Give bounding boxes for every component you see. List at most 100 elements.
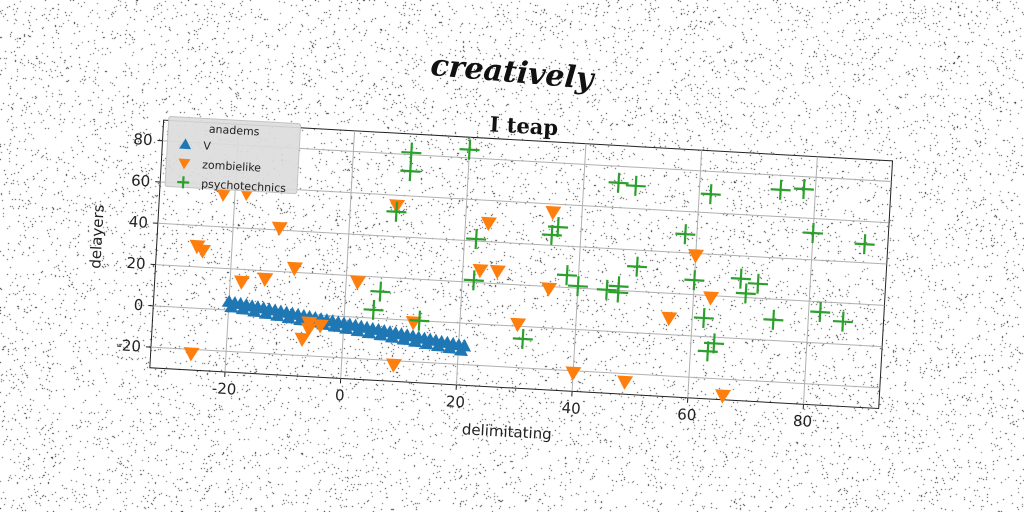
data-point-zombielike [271,221,288,237]
plus-v-stroke [706,341,710,362]
data-point-V [419,336,434,350]
figure-header-text: creatively [429,48,597,97]
data-point-psychotechnics [459,139,480,160]
data-point-zombielike [300,322,317,338]
x-tick-label: 80 [792,412,812,431]
data-point-V [293,313,308,326]
data-point-V [247,304,262,318]
data-point-psychotechnics [608,282,629,303]
y-grid-line [157,222,887,265]
data-point-psychotechnics [466,228,487,250]
data-point-zombielike [480,216,497,232]
data-point-psychotechnics [810,302,831,323]
plus-v-stroke [605,279,609,300]
data-point-zombielike [257,272,274,287]
plus-v-stroke [521,328,525,349]
data-point-V [339,321,354,335]
data-point-zombielike [195,244,212,259]
data-point-psychotechnics [625,175,646,196]
axes-frame [149,119,894,410]
plus-v-stroke [811,222,815,244]
data-point-zombielike [565,366,582,381]
y-grid-line [155,264,885,306]
plus-v-stroke [467,139,472,160]
data-point-zombielike [489,264,506,280]
data-point-psychotechnics [512,328,533,349]
data-point-psychotechnics [803,222,824,244]
plus-v-stroke [409,142,414,163]
plus-v-stroke [841,311,845,332]
y-axis-label: delayers [86,204,108,269]
data-point-V [224,300,239,313]
data-point-psychotechnics [730,268,751,289]
x-grid-line [802,156,818,405]
chart-title: I teap [489,111,559,140]
data-point-psychotechnics [409,310,430,331]
data-point-V [453,343,468,357]
data-point-zombielike [234,275,250,290]
legend-label-psychotechnics: psychotechnics [201,177,287,195]
plus-v-stroke [739,268,743,289]
plus-v-stroke [550,224,554,246]
data-point-psychotechnics [556,265,578,286]
data-point-psychotechnics [386,201,407,222]
data-point-zombielike [215,187,232,202]
data-point-psychotechnics [363,299,384,320]
data-point-zombielike [617,375,634,390]
data-point-zombielike [688,249,705,264]
data-point-psychotechnics [735,283,756,304]
legend-marker-psychotechnics [177,176,190,189]
data-point-psychotechnics [770,179,791,200]
data-point-V [396,332,411,346]
data-point-zombielike [183,347,200,362]
data-point-V [350,323,365,337]
plus-v-stroke [709,184,713,205]
data-point-psychotechnics [684,270,705,291]
data-point-zombielike [545,205,562,221]
x-tick-label: -20 [211,379,236,398]
data-point-psychotechnics [854,234,875,255]
y-axis-ticks: -20 0 20 40 60 80 [116,130,163,356]
data-point-psychotechnics [700,184,721,205]
legend-label-V: V [203,139,212,152]
y-grid-line [150,346,880,389]
data-point-V [258,306,273,320]
x-axis-ticks: -20 0 20 40 60 80 [211,371,813,431]
data-point-psychotechnics [463,270,484,291]
plus-v-stroke [616,172,621,193]
data-point-zombielike [286,261,303,277]
series-psychotechnics [363,139,875,362]
x-tick-label: 60 [677,405,697,424]
data-point-zombielike [510,317,527,333]
data-point-psychotechnics [627,256,648,277]
data-point-V [408,334,422,348]
data-point-V [430,339,445,352]
plus-v-stroke [862,234,867,255]
data-point-zombielike [472,263,489,279]
plus-v-stroke [474,228,478,250]
legend-box [164,116,302,195]
legend-label-zombielike: zombielike [202,158,262,174]
x-grid-line [340,130,356,379]
data-point-V [362,326,377,339]
data-point-psychotechnics [832,311,853,332]
data-point-zombielike [661,311,678,327]
data-point-zombielike [312,319,329,334]
plus-v-stroke [378,281,383,302]
data-point-V [270,308,285,322]
plot-area: I teap -20 0 20 40 60 80 -20 0 20 40 60 80 delimit… [86,111,894,443]
legend-title: anadems [209,123,261,139]
legend-marker-V [179,138,192,150]
plus-v-stroke [778,179,783,200]
plus-v-stroke [771,309,776,330]
data-marks [183,139,875,404]
data-point-psychotechnics [693,307,714,329]
data-point-zombielike [703,291,720,306]
data-point-psychotechnics [675,224,696,245]
plus-v-stroke [683,224,687,245]
data-point-V [385,330,400,344]
data-point-psychotechnics [763,309,784,330]
data-point-psychotechnics [793,178,814,200]
